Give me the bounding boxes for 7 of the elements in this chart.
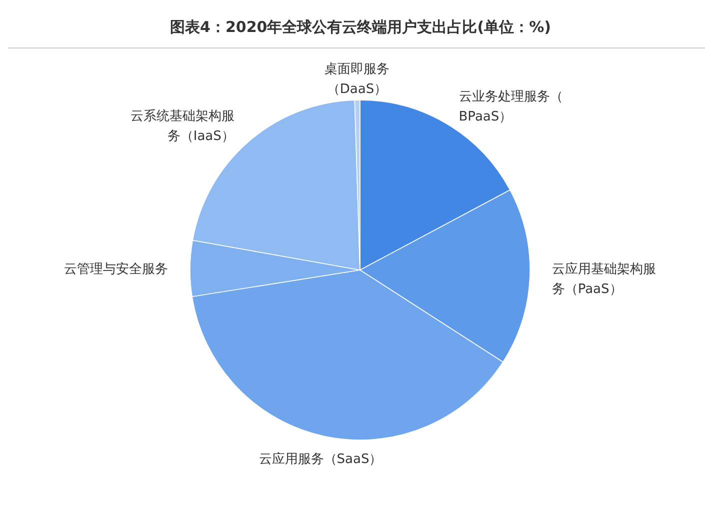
slice-label: 云应用基础架构服务（PaaS） — [552, 260, 656, 297]
slice-label: 云管理与安全服务 — [64, 261, 168, 278]
slice-label: 桌面即服务（DaaS） — [324, 62, 390, 98]
slice-label: 云业务处理服务（BPaaS） — [458, 89, 563, 124]
chart-title: 图表4：2020年全球公有云终端用户支出占比(单位：%) — [170, 18, 551, 36]
slice-label: 云应用服务（SaaS） — [258, 450, 382, 467]
slice-label: 云系统基础架构服务（IaaS） — [130, 108, 234, 144]
